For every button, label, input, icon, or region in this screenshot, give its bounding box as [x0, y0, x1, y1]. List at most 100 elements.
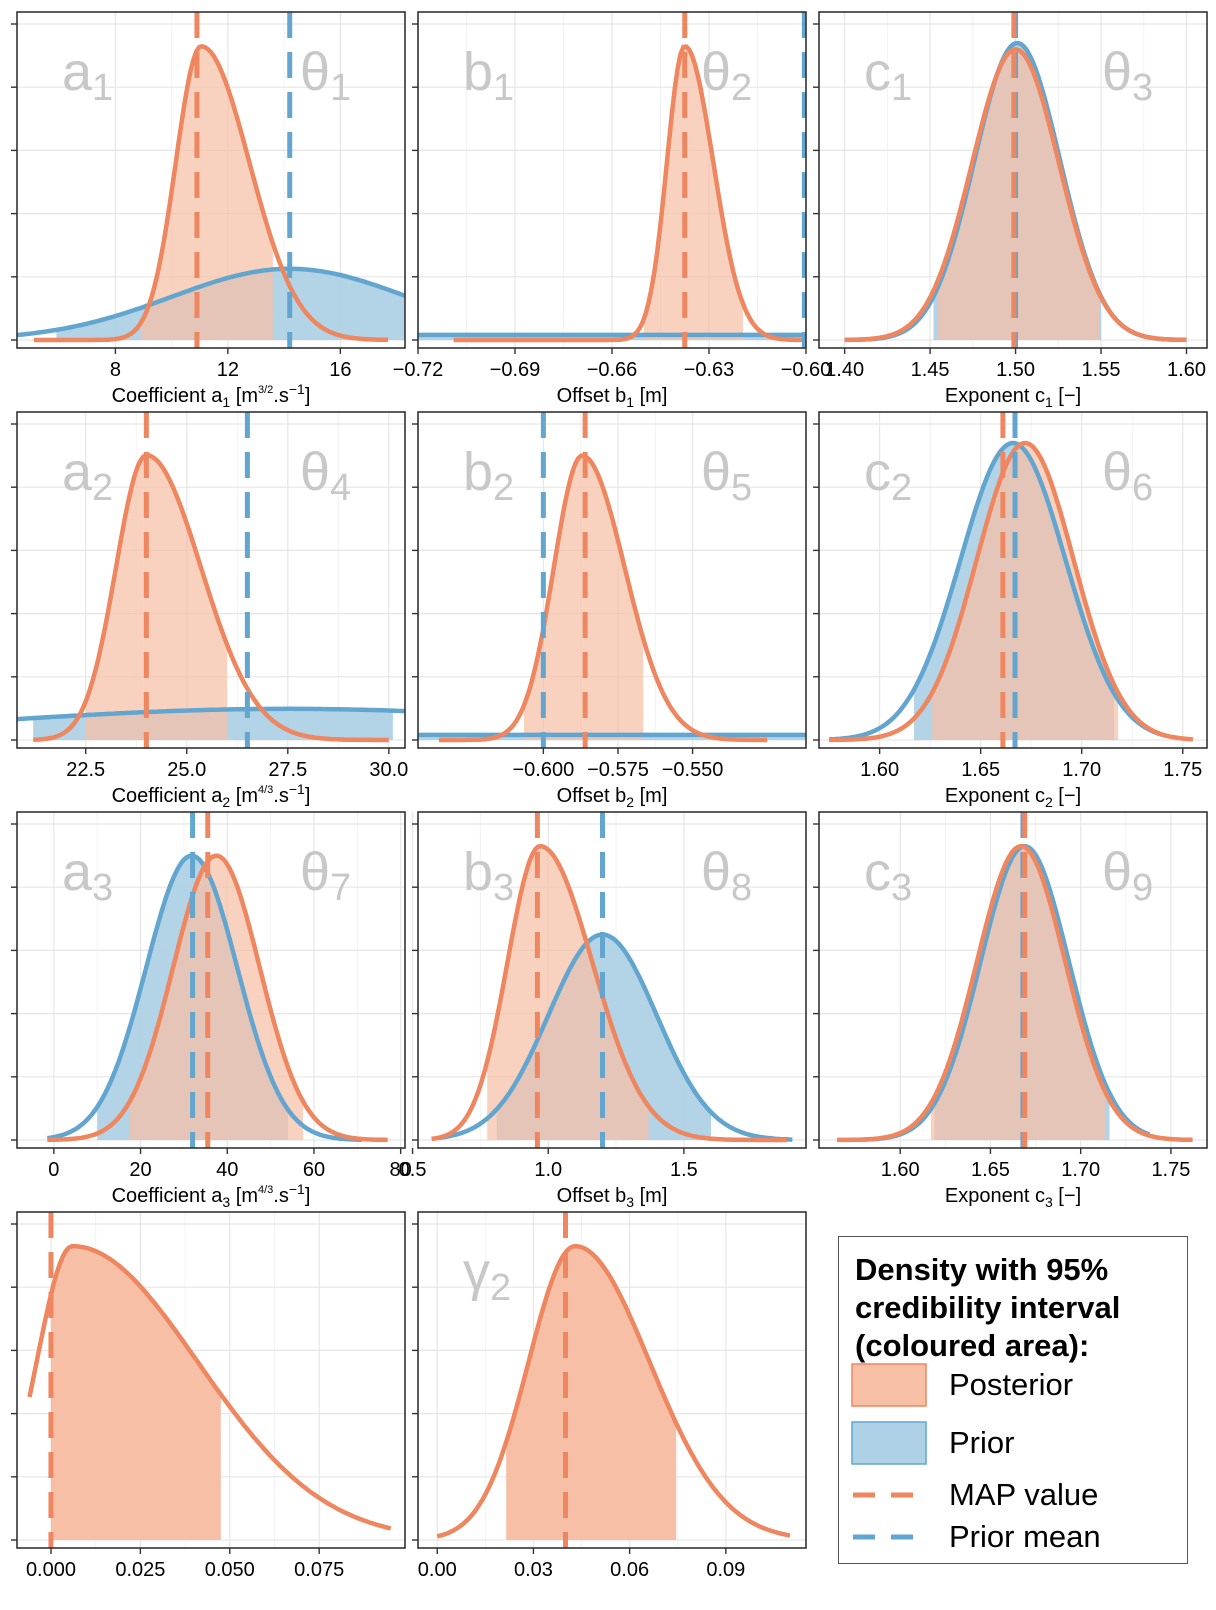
- x-tick-label: 22.5: [66, 759, 105, 781]
- legend-item-map: MAP value: [851, 1473, 1181, 1517]
- x-tick-label: 20: [129, 1159, 151, 1181]
- posterior-ci-area: [937, 49, 1100, 341]
- posterior-ci-area: [932, 443, 1119, 740]
- legend-title-line: (coloured area):: [855, 1328, 1090, 1363]
- x-tick-label: −0.575: [587, 759, 649, 781]
- param-watermark-sub: 1: [891, 67, 912, 109]
- x-axis-label-bracket: [: [634, 385, 646, 407]
- theta-watermark-sub: 3: [1132, 67, 1153, 109]
- legend-item-prior-mean: Prior mean: [851, 1515, 1181, 1559]
- x-tick-label: 1.45: [911, 359, 950, 381]
- x-axis-label: Coefficient a1 [m3/2.s−1]: [112, 381, 311, 410]
- x-axis-label-sub: 1: [1045, 394, 1053, 410]
- x-axis-label-bracket: [: [1053, 385, 1065, 407]
- x-tick-label: 0: [48, 1159, 59, 1181]
- param-watermark-sub: 2: [92, 467, 113, 509]
- param-watermark: a2: [62, 442, 113, 509]
- panel-border: [16, 811, 406, 1149]
- x-tick-label: 0.09: [706, 1559, 745, 1581]
- x-axis-label-unit-tail-sup: −1: [289, 781, 305, 797]
- x-axis-label: Offset b2 [m]: [557, 785, 668, 810]
- x-tick-label: 1.65: [971, 1159, 1010, 1181]
- x-axis-label-sub: 3: [1045, 1194, 1053, 1210]
- panel-g2: γ2 0.00 0.03 0.06 0.09: [412, 1211, 807, 1581]
- legend-label: Prior mean: [949, 1519, 1101, 1554]
- legend-item-prior: Prior: [851, 1421, 1181, 1465]
- legend-item-posterior: Posterior: [851, 1363, 1181, 1407]
- posterior-density-line: [436, 1243, 791, 1539]
- x-axis-label-bracket: [: [634, 1185, 646, 1207]
- legend-title: Density with 95% credibility interval (c…: [855, 1251, 1185, 1365]
- x-axis-label-sub: 1: [626, 394, 634, 410]
- x-axis-label-unit: m: [241, 1185, 258, 1207]
- plot-area: [431, 812, 793, 1148]
- x-tick-label: 1.5: [670, 1159, 698, 1181]
- param-watermark-sub: 2: [490, 1267, 511, 1309]
- x-axis-label: Exponent c3 [−]: [945, 1185, 1081, 1210]
- x-tick-label: 0.000: [26, 1559, 76, 1581]
- x-axis-label: Exponent c2 [−]: [945, 785, 1081, 810]
- x-axis-label-sub: 3: [222, 1194, 230, 1210]
- posterior-swatch: [851, 1363, 927, 1407]
- x-tick-label: 0.050: [205, 1559, 255, 1581]
- x-axis-label-bracket: ]: [305, 785, 311, 807]
- prior-mean-dash-swatch: [853, 1534, 925, 1540]
- theta-watermark-sub: 1: [330, 67, 351, 109]
- theta-watermark: θ1: [300, 42, 351, 109]
- posterior-ci-area: [506, 1246, 677, 1540]
- x-tick-label: −0.600: [512, 759, 574, 781]
- panel-border: [417, 1211, 807, 1549]
- posterior-density-line: [33, 452, 389, 743]
- x-axis-label-sub: 2: [222, 794, 230, 810]
- panel-border: [818, 11, 1208, 349]
- theta-watermark-sub: 4: [330, 467, 351, 509]
- x-axis-label-bracket: ]: [662, 785, 668, 807]
- posterior-ci-area: [487, 846, 649, 1140]
- x-axis-label-bracket: [: [230, 785, 242, 807]
- param-watermark: a1: [62, 42, 113, 109]
- x-axis-label-sub: 2: [1045, 794, 1053, 810]
- param-watermark: a3: [62, 842, 113, 909]
- x-axis-label-unit: m: [241, 385, 258, 407]
- legend-label: Prior: [949, 1425, 1015, 1460]
- x-tick-label: 8: [110, 359, 121, 381]
- theta-watermark: θ6: [1102, 442, 1153, 509]
- legend-title-line: credibility interval: [855, 1290, 1121, 1325]
- x-tick-label: −0.60: [781, 359, 832, 381]
- x-axis-label-unit-sup: 4/3: [258, 784, 273, 796]
- x-axis-label-unit-tail: .s: [273, 385, 289, 407]
- panel-border: [417, 811, 807, 1149]
- theta-watermark: θ9: [1102, 842, 1153, 909]
- x-axis-label-bracket: ]: [662, 1185, 668, 1207]
- x-tick-label: 1.60: [1167, 359, 1206, 381]
- param-watermark: c3: [864, 842, 912, 909]
- x-axis-label: Offset b3 [m]: [557, 1185, 668, 1210]
- theta-watermark: θ5: [701, 442, 752, 509]
- x-axis-label-unit-sup: 3/2: [258, 384, 273, 396]
- posterior-density-line: [27, 1243, 392, 1531]
- x-tick-label: 1.60: [860, 759, 899, 781]
- x-tick-label: 0.00: [418, 1559, 457, 1581]
- theta-watermark: θ2: [701, 42, 752, 109]
- x-axis-label-bracket: ]: [305, 385, 311, 407]
- param-watermark: b2: [463, 442, 514, 509]
- theta-watermark-sub: 9: [1132, 867, 1153, 909]
- posterior-density-line: [431, 843, 787, 1143]
- x-tick-label: −0.72: [393, 359, 444, 381]
- x-tick-label: 16: [329, 359, 351, 381]
- x-axis-label: Coefficient a3 [m4/3.s−1]: [112, 1181, 311, 1210]
- x-tick-label: 0.06: [610, 1559, 649, 1581]
- param-watermark-sub: 2: [493, 467, 514, 509]
- theta-watermark: θ3: [1102, 42, 1153, 109]
- x-axis-label-bracket: [: [634, 785, 646, 807]
- x-tick-label: −0.69: [490, 359, 541, 381]
- x-axis-label-unit-sup: 4/3: [258, 1184, 273, 1196]
- param-watermark: b1: [463, 42, 514, 109]
- x-tick-label: 1.75: [1163, 759, 1202, 781]
